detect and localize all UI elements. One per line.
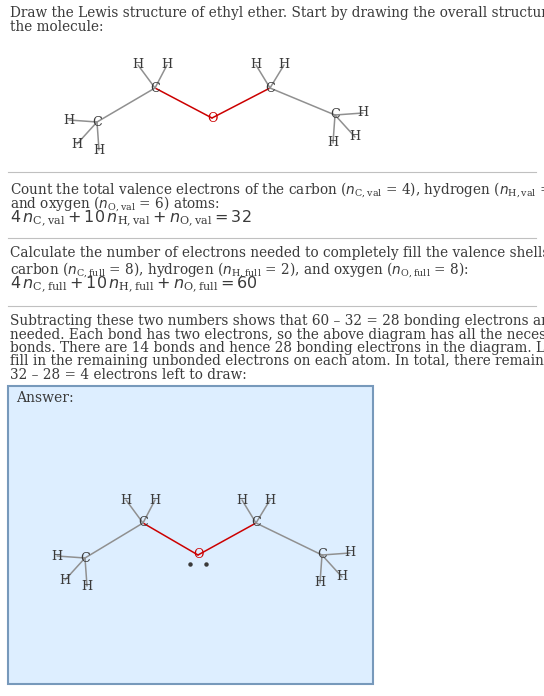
Text: H: H <box>314 576 325 590</box>
Text: C: C <box>92 116 102 129</box>
Text: H: H <box>94 143 104 157</box>
Text: Answer:: Answer: <box>16 391 73 405</box>
Text: H: H <box>344 546 356 560</box>
Text: O: O <box>207 111 217 125</box>
Text: H: H <box>264 493 276 507</box>
Text: and oxygen ($n_\mathregular{O,val}$ = 6) atoms:: and oxygen ($n_\mathregular{O,val}$ = 6)… <box>10 194 220 214</box>
Text: C: C <box>317 548 327 562</box>
Text: H: H <box>150 493 160 507</box>
Text: H: H <box>349 131 361 143</box>
Text: H: H <box>250 58 262 72</box>
Text: the molecule:: the molecule: <box>10 20 103 34</box>
Text: bonds. There are 14 bonds and hence 28 bonding electrons in the diagram. Lastly,: bonds. There are 14 bonds and hence 28 b… <box>10 341 544 355</box>
Text: H: H <box>82 580 92 592</box>
Text: Draw the Lewis structure of ethyl ether. Start by drawing the overall structure : Draw the Lewis structure of ethyl ether.… <box>10 6 544 20</box>
Text: 32 – 28 = 4 electrons left to draw:: 32 – 28 = 4 electrons left to draw: <box>10 368 247 382</box>
Text: H: H <box>237 493 248 507</box>
Text: H: H <box>52 550 63 562</box>
Text: H: H <box>132 58 144 72</box>
Text: C: C <box>138 516 148 530</box>
Text: C: C <box>80 551 90 564</box>
Text: Count the total valence electrons of the carbon ($n_\mathregular{C,val}$ = 4), h: Count the total valence electrons of the… <box>10 180 544 200</box>
Text: H: H <box>162 58 172 72</box>
Text: H: H <box>59 574 71 587</box>
Text: O: O <box>193 548 203 562</box>
Text: C: C <box>330 109 340 122</box>
Text: Subtracting these two numbers shows that 60 – 32 = 28 bonding electrons are: Subtracting these two numbers shows that… <box>10 314 544 328</box>
Text: C: C <box>251 516 261 530</box>
Text: $4\,n_\mathregular{C,full} + 10\,n_\mathregular{H,full} + n_\mathregular{O,full}: $4\,n_\mathregular{C,full} + 10\,n_\math… <box>10 275 258 295</box>
Text: H: H <box>327 136 338 150</box>
Text: C: C <box>265 81 275 95</box>
FancyBboxPatch shape <box>8 386 373 684</box>
Text: H: H <box>71 138 83 150</box>
Text: H: H <box>357 106 369 120</box>
Text: $4\,n_\mathregular{C,val} + 10\,n_\mathregular{H,val} + n_\mathregular{O,val} = : $4\,n_\mathregular{C,val} + 10\,n_\mathr… <box>10 209 252 229</box>
Text: fill in the remaining unbonded electrons on each atom. In total, there remain: fill in the remaining unbonded electrons… <box>10 354 544 368</box>
Text: Calculate the number of electrons needed to completely fill the valence shells f: Calculate the number of electrons needed… <box>10 246 544 260</box>
Text: H: H <box>64 113 75 127</box>
Text: carbon ($n_\mathregular{C,full}$ = 8), hydrogen ($n_\mathregular{H,full}$ = 2), : carbon ($n_\mathregular{C,full}$ = 8), h… <box>10 260 468 280</box>
Text: H: H <box>336 571 348 583</box>
Text: C: C <box>150 81 160 95</box>
Text: H: H <box>279 58 289 72</box>
Text: H: H <box>120 493 132 507</box>
Text: needed. Each bond has two electrons, so the above diagram has all the necessary: needed. Each bond has two electrons, so … <box>10 328 544 342</box>
